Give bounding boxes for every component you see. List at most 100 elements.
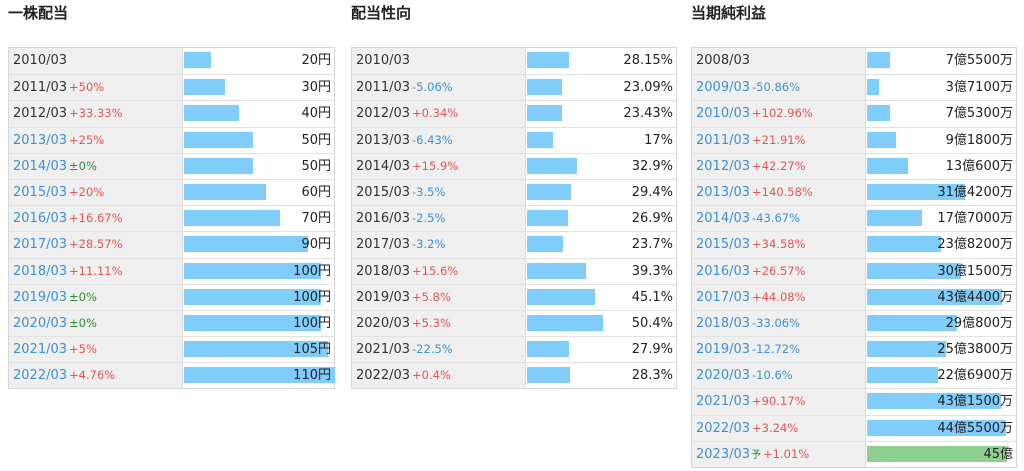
row-value: 9億1800万 [945,132,1013,148]
row-label: 2013/03 -6.43% [352,127,526,153]
row-value: 28.15% [623,53,673,68]
table-row: 2021/03 +90.17% 43億1500万 [692,388,1016,415]
fiscal-year: 2017/03 [696,289,751,305]
row-label: 2012/03 +33.33% [9,101,183,127]
change-rate: -5.06% [412,80,453,95]
value-bar [867,445,1007,462]
change-rate: +5.3% [412,315,451,330]
table-row: 2022/03 +4.76% 110円 [9,362,335,389]
row-label: 2017/03 +28.57% [9,232,183,258]
value-bar [527,262,587,279]
row-label: 2021/03 +90.17% [692,389,866,415]
row-label: 2022/03 +4.76% [9,363,183,389]
fiscal-year: 2018/03 [356,263,411,279]
table-row: 2015/03 +34.58% 23億8200万 [692,231,1016,258]
value-bar [184,52,212,68]
row-label: 2018/03 +11.11% [9,258,183,284]
fiscal-year: 2016/03 [13,211,68,227]
table-row: 2015/03 +20% 60円 [9,178,334,206]
fiscal-year: 2016/03 [696,263,751,279]
change-rate: -12.72% [752,342,801,357]
table-row: 2009/03 -50.86% 3億7100万 [692,74,1016,101]
change-rate: ±0% [69,158,97,173]
value-bar [867,79,879,96]
row-label: 2008/03 [692,48,866,75]
value-bar [184,236,308,253]
row-label: 2017/03 -3.2% [352,232,526,258]
value-bar [527,288,595,305]
row-value: 7億5500万 [945,53,1013,68]
table-row: 2012/03 +42.27% 13億600万 [692,152,1016,179]
value-bar [867,52,891,68]
change-rate: +90.17% [752,394,806,409]
row-label: 2012/03 +0.34% [352,101,526,127]
row-label: 2019/03 ±0% [9,284,183,310]
change-rate: +25% [69,132,105,147]
row-value: 23.09% [623,80,673,96]
table-row: 2020/03 -10.6% 22億6900万 [692,362,1016,389]
row-value: 40円 [301,106,331,122]
fiscal-year: 2022/03 [356,368,411,384]
fiscal-year: 2015/03 [696,237,751,253]
value-bar [527,52,570,68]
row-label: 2019/03 +5.8% [352,284,526,310]
change-rate: +33.33% [69,106,123,121]
change-rate: -43.67% [752,211,801,226]
change-rate: +0.4% [412,368,451,383]
data-table: 2010/03 20円 2011/03 +50% 30円 2012/03 +33.33% 40… [8,47,335,390]
row-value: 30円 [301,80,331,96]
row-label: 2018/03 -33.06% [692,310,866,337]
table-row: 2021/03 +5% 105円 [9,336,334,363]
table-row: 2010/03 +102.96% 7億5300万 [692,100,1016,127]
change-rate: -3.5% [412,184,446,199]
row-label: 2011/03 +50% [9,75,183,101]
change-rate: +20% [69,184,105,199]
fiscal-year: 2010/03 [13,53,68,68]
row-value: 39.3% [631,263,673,279]
row-value: 30億1500万 [937,263,1013,279]
row-value: 50円 [301,158,331,174]
change-rate: ±0% [69,315,97,330]
table-row: 2020/03 +5.3% 50.4% [352,309,676,337]
fiscal-year: 2015/03 [356,184,411,200]
value-bar [527,183,572,200]
table-row: 2010/03 28.15% [352,48,676,75]
change-rate: -2.5% [412,211,446,226]
fiscal-year: 2021/03 [13,342,68,358]
row-value: 60円 [301,184,331,200]
change-rate: +11.11% [69,263,123,278]
row-label: 2010/03 [352,48,526,75]
table-row: 2014/03 +15.9% 32.9% [352,152,676,179]
row-label: 2021/03 -22.5% [352,337,526,363]
fiscal-year: 2013/03 [356,132,411,148]
row-label: 2011/03 -5.06% [352,75,526,101]
panel-title: 一株配当 [8,4,69,22]
row-label: 2014/03 ±0% [9,153,183,179]
fiscal-year: 2022/03 [696,420,751,436]
change-rate: +26.57% [752,263,806,278]
table-row: 2019/03 +5.8% 45.1% [352,283,676,310]
change-rate: +5.8% [412,289,451,304]
value-bar [527,157,577,174]
row-value: 43億1500万 [937,394,1013,410]
row-label: 2012/03 +42.27% [692,153,866,179]
table-row: 2012/03 +0.34% 23.43% [352,100,676,127]
row-value: 43億4400万 [937,289,1013,305]
value-bar [867,236,942,253]
fiscal-year: 2018/03 [696,315,751,331]
fiscal-year: 2020/03 [13,315,68,331]
fiscal-year: 2019/03 [696,342,751,358]
value-bar [867,288,1003,305]
change-rate: +28.57% [69,237,123,252]
table-row: 2023/03予 +1.01% 45億 [692,440,1016,467]
table-row: 2011/03 -5.06% 23.09% [352,74,676,101]
value-bar [867,157,908,174]
value-bar [867,419,1006,436]
row-label: 2020/03 ±0% [9,310,183,337]
row-value: 44億5500万 [937,420,1013,436]
fiscal-year: 2015/03 [13,184,68,200]
fiscal-year: 2011/03 [13,80,68,96]
table-row: 2010/03 20円 [9,48,334,75]
row-label: 2016/03 -2.5% [352,206,526,232]
table-row: 2016/03 +16.67% 70円 [9,205,334,232]
